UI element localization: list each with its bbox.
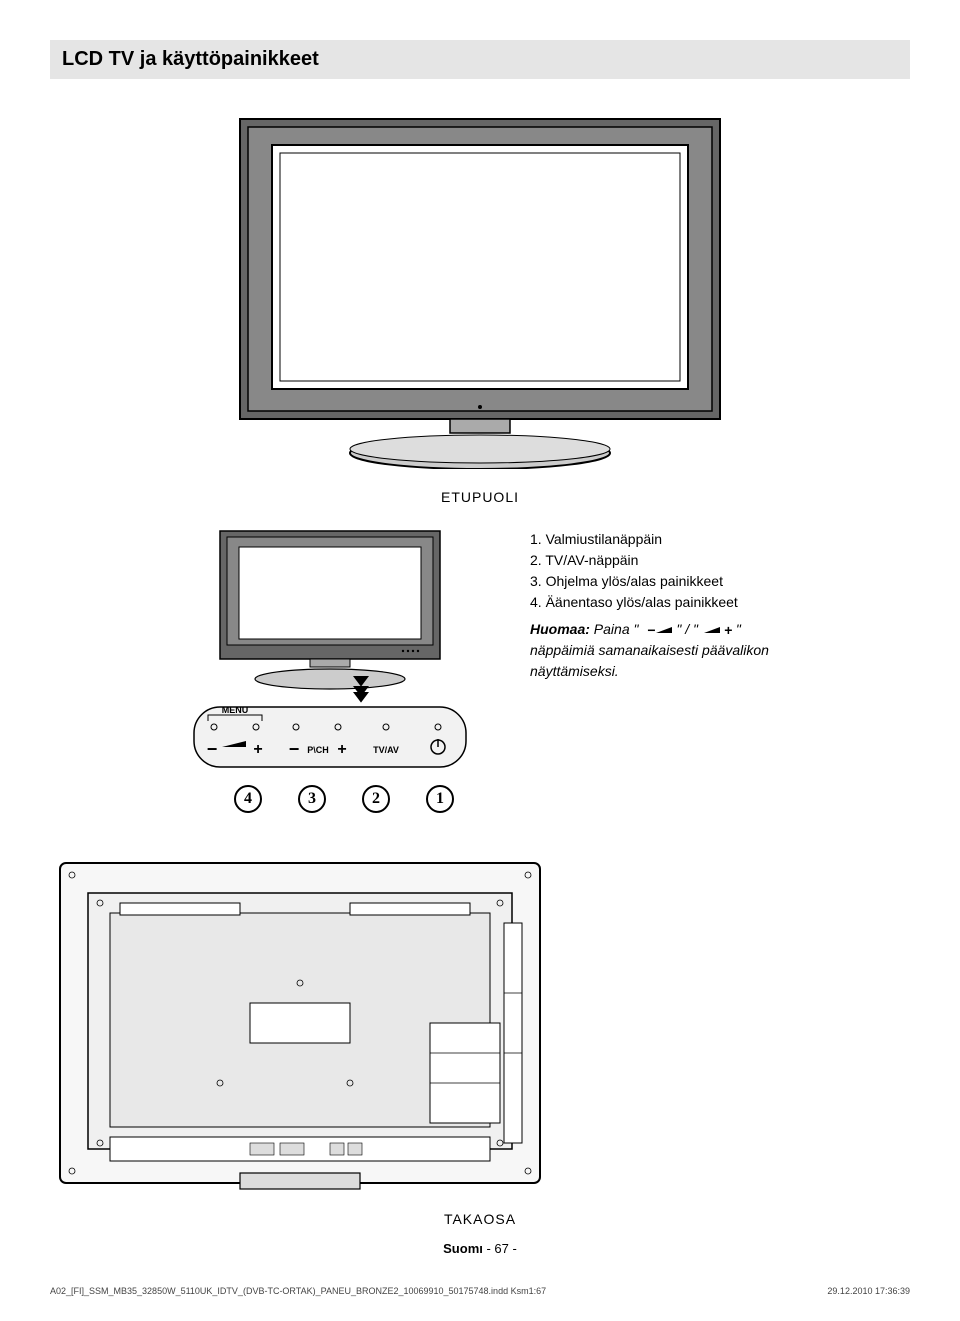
page-footer: Suomı - 67 -: [50, 1241, 910, 1256]
item-1: 1. Valmiustilanäppäin: [530, 529, 770, 550]
svg-text:+: +: [253, 741, 262, 758]
plus-vol-icon: +: [702, 624, 736, 636]
callout-list: 1. Valmiustilanäppäin 2. TV/AV-näppäin 3…: [530, 523, 770, 682]
svg-text:+: +: [337, 741, 346, 758]
tv-back-diagram: [50, 853, 550, 1203]
svg-text:−: −: [647, 624, 655, 636]
front-section: ETUPUOLI: [50, 109, 910, 813]
back-section: TAKAOSA: [50, 853, 910, 1227]
svg-text:+: +: [724, 624, 732, 636]
svg-text:P\CH: P\CH: [307, 745, 329, 755]
callout-4: 4: [234, 785, 262, 813]
svg-text:MENU: MENU: [222, 705, 249, 715]
file-footer-line: A02_[FI]_SSM_MB35_32850W_5110UK_IDTV_(DV…: [50, 1286, 910, 1296]
tv-front-large-diagram: [230, 109, 730, 469]
file-timestamp: 29.12.2010 17:36:39: [827, 1286, 910, 1296]
minus-vol-icon: −: [642, 624, 676, 636]
file-name: A02_[FI]_SSM_MB35_32850W_5110UK_IDTV_(DV…: [50, 1286, 546, 1296]
callout-1: 1: [426, 785, 454, 813]
section-title: LCD TV ja käyttöpainikkeet: [50, 40, 910, 79]
note-text: Huomaa: Paina " − " / " + " näppäimiä sa…: [530, 619, 770, 682]
item-2: 2. TV/AV-näppäin: [530, 550, 770, 571]
callout-2: 2: [362, 785, 390, 813]
callout-3: 3: [298, 785, 326, 813]
svg-text:−: −: [289, 739, 300, 759]
svg-text:−: −: [207, 739, 218, 759]
svg-text:TV/AV: TV/AV: [373, 745, 399, 755]
zoom-arrows-icon: [355, 677, 367, 701]
item-3: 3. Ohjelma ylös/alas painikkeet: [530, 571, 770, 592]
back-label: TAKAOSA: [50, 1211, 910, 1227]
tv-small-top-diagram: [205, 523, 455, 703]
item-4: 4. Äänentaso ylös/alas painikkeet: [530, 592, 770, 613]
callout-circles: 4 3 2 1: [234, 785, 454, 813]
front-label: ETUPUOLI: [50, 489, 910, 505]
control-panel-diagram: MENU − + − P\CH + TV/AV: [190, 703, 470, 777]
